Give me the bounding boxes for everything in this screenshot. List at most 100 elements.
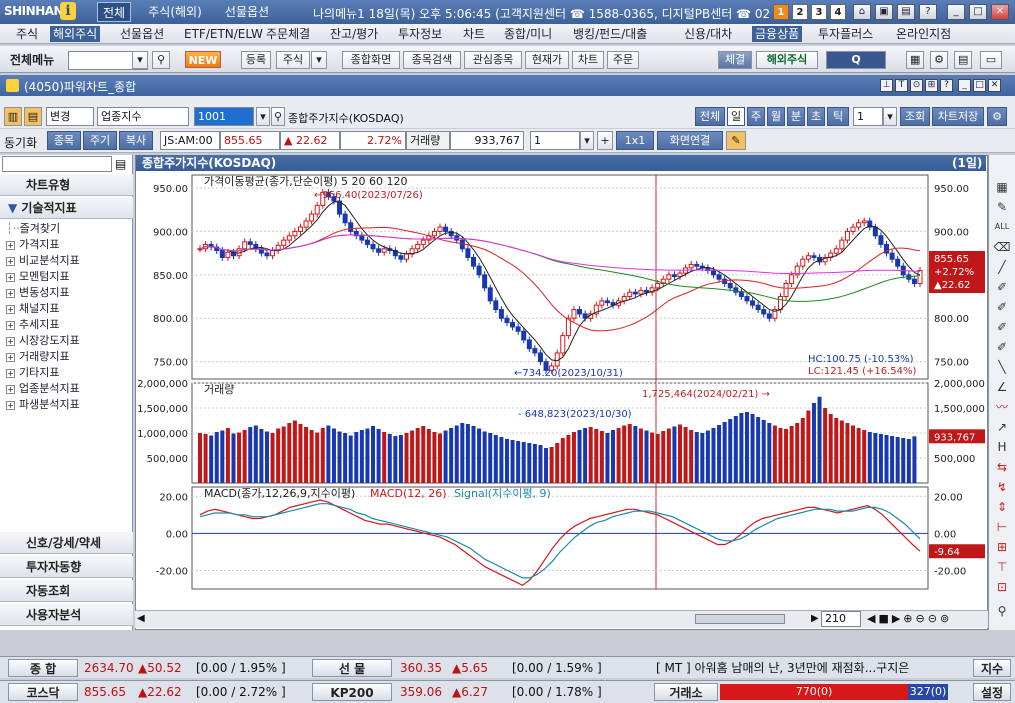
ray-icon[interactable]: ╲ <box>998 360 1006 374</box>
brush4-icon[interactable]: ✐ <box>996 340 1008 354</box>
period-day-button[interactable]: 일 <box>727 107 745 126</box>
tree-derivative[interactable]: + 파생분석지표 <box>6 398 80 411</box>
tree-channel[interactable]: + 채널지표 <box>6 302 60 315</box>
search-icon[interactable]: ⚲ <box>271 107 285 126</box>
execution-button[interactable]: 체결 <box>718 51 752 69</box>
menu-online[interactable]: 온라인지점 <box>896 27 952 41</box>
chevron-down-icon[interactable]: ▾ <box>883 107 897 126</box>
eraser-icon[interactable]: ⌫ <box>993 240 1011 254</box>
overseas-stock-button[interactable]: 해외주식 <box>756 51 818 69</box>
period-month-button[interactable]: 월 <box>767 107 785 126</box>
menu-mini[interactable]: 종합/미니 <box>504 27 553 41</box>
pen-icon[interactable]: ✎ <box>996 200 1008 214</box>
chevron-down-icon[interactable]: ▾ <box>311 51 327 69</box>
layout-icon[interactable]: ▤ <box>954 51 972 69</box>
tree-momentum[interactable]: + 모멘텀지표 <box>6 270 70 283</box>
tab-overseas-stock[interactable]: 주식(해외) <box>148 5 202 19</box>
copy-icon[interactable]: ⊙ <box>910 79 923 92</box>
stock-select[interactable]: 주식 <box>276 51 310 69</box>
chart-button[interactable]: 차트 <box>572 51 604 69</box>
menu-banking[interactable]: 뱅킹/펀드/대출 <box>573 27 648 41</box>
menu-overseas[interactable]: 해외주식 <box>50 26 101 42</box>
auto-query-section[interactable]: 자동조회 <box>0 580 133 602</box>
range-icon[interactable]: ⇕ <box>996 500 1008 514</box>
help-icon[interactable]: ? <box>919 4 937 20</box>
cycle-icon[interactable]: ↯ <box>996 480 1008 494</box>
current-price-button[interactable]: 현재가 <box>525 51 569 69</box>
layout-2-button[interactable]: 2 <box>792 4 808 20</box>
settings-button[interactable]: 설정 <box>973 683 1011 701</box>
home-icon[interactable]: ⌂ <box>853 4 871 20</box>
new-badge[interactable]: NEW <box>185 51 221 68</box>
menu-etf[interactable]: ETF/ETN/ELW <box>184 27 263 41</box>
index-button[interactable]: 지수 <box>973 659 1011 677</box>
all-icon[interactable]: ALL <box>994 222 1010 231</box>
technical-indicator-section[interactable]: ▼ 기술적지표 <box>0 197 133 219</box>
layout-4-button[interactable]: 4 <box>830 4 846 20</box>
watchlist-button[interactable]: 관심종목 <box>464 51 522 69</box>
tree-price[interactable]: + 가격지표 <box>6 238 60 251</box>
period-week-button[interactable]: 주 <box>747 107 765 126</box>
menu-stock[interactable]: 주식 <box>16 27 39 41</box>
user-analysis-section[interactable]: 사용자분석 <box>0 604 133 626</box>
menu-plus[interactable]: 투자플러스 <box>818 27 874 41</box>
brush2-icon[interactable]: ✐ <box>996 300 1008 314</box>
signal-section[interactable]: 신호/강세/약세 <box>0 532 133 554</box>
qtv-button[interactable]: Q <box>826 51 886 69</box>
hline-icon[interactable]: H <box>997 440 1007 454</box>
angle-icon[interactable]: ∠ <box>996 380 1008 394</box>
tree-trend[interactable]: + 추세지표 <box>6 318 60 331</box>
tree-sector[interactable]: + 업종분석지표 <box>6 382 80 395</box>
menu-balance[interactable]: 잔고/평가 <box>330 27 379 41</box>
fan-icon[interactable]: ⊤ <box>996 560 1008 574</box>
layout-toggle-icon[interactable]: ▥ <box>4 107 22 126</box>
lock-icon[interactable]: ▣ <box>875 4 893 20</box>
menu-order[interactable]: 주문체결 <box>266 27 311 41</box>
pen-icon[interactable]: ✎ <box>726 131 746 150</box>
brush-icon[interactable]: ✐ <box>996 280 1008 294</box>
layout-3-button[interactable]: 3 <box>811 4 827 20</box>
chart-type-section[interactable]: 차트유형 <box>0 174 133 196</box>
gear-icon[interactable]: ⚙ <box>987 107 1007 126</box>
tree-compare[interactable]: + 비교분석지표 <box>6 254 80 267</box>
print-icon[interactable]: ▤ <box>897 4 915 20</box>
gear-icon[interactable]: ⚙ <box>930 51 948 69</box>
chart-scrollbar[interactable]: ◀ ▶ 210 ◀■▶⊕⊖⊝⊚ <box>135 610 988 628</box>
register-button[interactable]: 등록 <box>241 51 271 69</box>
grid-icon[interactable]: ▦ <box>906 51 924 69</box>
menu-credit[interactable]: 신용/대차 <box>684 27 733 41</box>
stock-search-button[interactable]: 종목검색 <box>403 51 461 69</box>
menu-invest-info[interactable]: 투자정보 <box>398 27 443 41</box>
tab-futures-options[interactable]: 선물옵션 <box>224 5 270 19</box>
query-button[interactable]: 조회 <box>900 107 930 126</box>
gann-icon[interactable]: ⊞ <box>996 540 1008 554</box>
chart-svg[interactable]: 950.00950.00900.00900.00850.00850.00800.… <box>136 171 987 591</box>
tree-other[interactable]: + 기타지표 <box>6 366 60 379</box>
tree-strength[interactable]: + 시장강도지표 <box>6 334 80 347</box>
maximize-icon[interactable]: □ <box>973 79 986 92</box>
scroll-left-icon[interactable]: ◀ <box>137 613 145 624</box>
link-icon[interactable]: T <box>895 79 908 92</box>
bar-count-input[interactable]: 210 <box>821 611 861 627</box>
copy-button[interactable]: 복사 <box>119 131 153 150</box>
period-tick-button[interactable]: 틱 <box>827 107 849 126</box>
order-button[interactable]: 주문 <box>607 51 639 69</box>
list-icon[interactable]: ▤ <box>115 157 127 171</box>
add-icon[interactable]: + <box>597 131 613 150</box>
investor-section[interactable]: 투자자동향 <box>0 556 133 578</box>
arc-icon[interactable]: ⊡ <box>996 580 1008 594</box>
search-icon[interactable]: ⚲ <box>152 51 170 69</box>
minimize-icon[interactable]: _ <box>958 79 971 92</box>
maximize-icon[interactable]: □ <box>969 4 987 20</box>
change-select[interactable]: 변경 <box>46 107 94 126</box>
wave-icon[interactable]: 〰 <box>995 400 1008 414</box>
tab-all[interactable]: 전체 <box>97 2 131 22</box>
tree-favorites[interactable]: ┆··즐겨찾기 <box>6 222 61 235</box>
period-all-button[interactable]: 전체 <box>695 107 725 126</box>
tree-volatility[interactable]: + 변동성지표 <box>6 286 70 299</box>
grid-icon[interactable]: ▦ <box>996 180 1008 194</box>
scroll-thumb[interactable] <box>695 614 785 624</box>
nav-buttons[interactable]: ◀■▶⊕⊖⊝⊚ <box>867 612 953 625</box>
menu-futures[interactable]: 선물옵션 <box>120 27 165 41</box>
monitor-icon[interactable]: ▭ <box>980 51 1002 69</box>
